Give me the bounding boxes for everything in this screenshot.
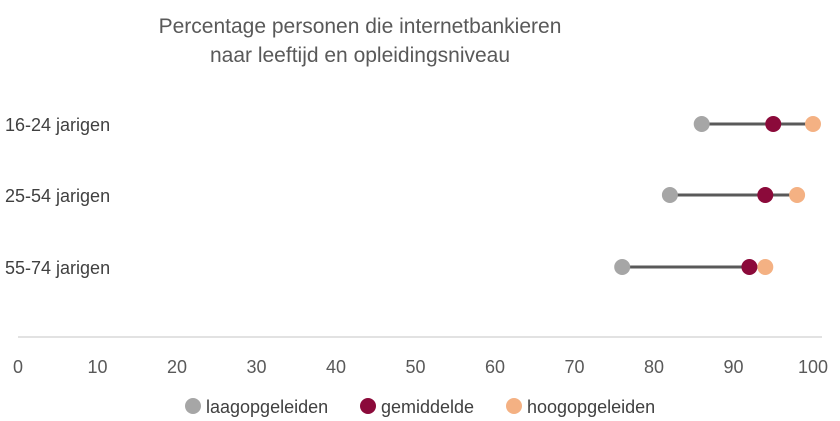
- chart-title-line-1: Percentage personen die internetbankiere…: [158, 15, 562, 38]
- data-point-laagopgeleiden: [693, 116, 710, 132]
- x-tick-label: 10: [87, 357, 107, 377]
- category-label: 55-74 jarigen: [5, 258, 110, 278]
- category-label: 16-24 jarigen: [5, 115, 110, 135]
- x-tick-label: 0: [13, 357, 23, 377]
- legend-label-gemiddelde: gemiddelde: [381, 397, 474, 417]
- chart-title-line-2: naar leeftijd en opleidingsniveau: [209, 44, 511, 67]
- data-point-hoogopgeleiden: [805, 116, 821, 132]
- x-tick-label: 100: [798, 357, 828, 377]
- x-tick-label: 80: [644, 357, 664, 377]
- data-point-hoogopgeleiden: [757, 259, 774, 275]
- data-point-gemiddelde: [741, 259, 758, 275]
- x-tick-label: 50: [405, 357, 425, 377]
- category-label: 25-54 jarigen: [5, 186, 110, 206]
- data-point-hoogopgeleiden: [789, 187, 806, 203]
- legend-marker-hoogopgeleiden: [506, 398, 522, 414]
- x-tick-label: 40: [326, 357, 346, 377]
- x-tick-label: 20: [167, 357, 187, 377]
- x-tick-label: 70: [564, 357, 584, 377]
- legend-marker-gemiddelde: [360, 398, 376, 414]
- data-point-gemiddelde: [757, 187, 774, 203]
- legend-marker-laagopgeleiden: [185, 398, 201, 414]
- data-point-gemiddelde: [765, 116, 782, 132]
- legend-label-hoogopgeleiden: hoogopgeleiden: [527, 397, 655, 417]
- legend-label-laagopgeleiden: laagopgeleiden: [206, 397, 328, 417]
- data-point-laagopgeleiden: [661, 187, 678, 203]
- x-tick-label: 90: [723, 357, 743, 377]
- x-tick-label: 60: [485, 357, 505, 377]
- data-point-laagopgeleiden: [614, 259, 631, 275]
- x-tick-label: 30: [246, 357, 266, 377]
